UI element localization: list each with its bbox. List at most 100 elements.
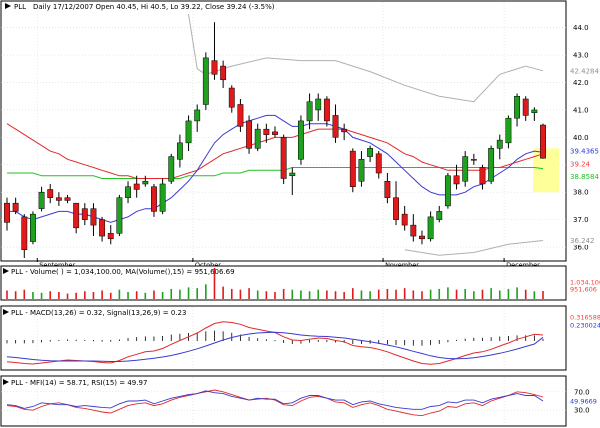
candle-body — [505, 117, 512, 144]
volume-grid — [36, 267, 505, 299]
volume-bar — [334, 291, 337, 299]
mfi-rsi-y-tick-label: 70.0 — [574, 388, 590, 396]
candle-body — [73, 202, 80, 229]
price-y-tick-labels: 36.037.038.039.040.041.042.043.044.0 — [573, 24, 589, 251]
price-y-tick-label: 43.0 — [573, 52, 589, 60]
volume-bar — [49, 291, 52, 299]
volume-bar — [326, 290, 328, 299]
candle-body — [133, 183, 140, 190]
candle-body — [540, 124, 546, 159]
candle-body — [220, 65, 227, 81]
volume-bar — [144, 292, 147, 299]
candle-body — [280, 137, 287, 179]
last-value-label-bg — [568, 172, 598, 182]
candle-body — [358, 159, 365, 182]
triangle-marker-icon — [3, 268, 9, 274]
volume-bar — [274, 292, 276, 299]
volume-bars — [6, 268, 544, 299]
mfi-rsi-panel: 70.0 30.0 49.9669 PLL - MFI(14) = 58.71, … — [0, 375, 599, 427]
mfi-rsi-label: PLL - MFI(14) = 58.71, RSI(15) = 49.97 — [11, 379, 147, 387]
price-last-value-labels: 42.4284 39.4365 39.24 38.8584 36.242 — [568, 66, 599, 245]
triangle-marker-icon — [3, 309, 9, 315]
candle-body — [55, 197, 62, 201]
candle-body — [341, 128, 348, 133]
last-value-label: 1,034,100 — [570, 279, 600, 287]
volume-bar — [118, 289, 121, 299]
volume-bar — [516, 287, 518, 299]
candle-body — [384, 180, 391, 198]
ma-mid-line — [6, 123, 544, 179]
last-value-label-bg — [568, 159, 598, 169]
price-header: PLL Daily 17/12/2007 Open 40.45, Hi 40.5… — [5, 3, 275, 11]
candle-body — [4, 202, 10, 223]
price-y-tick-label: 41.0 — [573, 106, 589, 114]
symbol-label: PLL — [14, 3, 26, 11]
volume-bar — [75, 292, 77, 299]
volume-bar — [14, 291, 17, 299]
volume-bar — [179, 289, 181, 299]
price-panel: 36.037.038.039.040.041.042.043.044.0 Sep… — [0, 0, 599, 269]
volume-bar — [507, 288, 510, 299]
month-label: October — [195, 261, 221, 269]
candle-body — [289, 172, 296, 177]
volume-bar — [92, 292, 95, 299]
candle-body — [99, 219, 106, 237]
candle-body — [332, 115, 339, 138]
volume-bar — [473, 291, 475, 299]
candle-body — [254, 128, 261, 149]
volume-bar — [205, 284, 207, 299]
candle-body — [419, 235, 425, 240]
candle-body — [514, 95, 520, 119]
mfi-rsi-lines — [6, 389, 544, 417]
candle-body — [185, 120, 192, 144]
mfi-rsi-y-tick-label: 30.0 — [574, 407, 590, 415]
candle-body — [107, 233, 114, 240]
candle-body — [436, 211, 443, 220]
volume-bar — [222, 286, 224, 299]
volume-bar — [421, 291, 423, 299]
month-label: December — [506, 261, 540, 269]
last-price-highlight — [533, 148, 559, 193]
candle-body — [323, 98, 330, 122]
last-value-label: 0.316588 — [570, 314, 600, 322]
volume-bar — [317, 289, 320, 299]
volume-bar — [32, 292, 34, 299]
volume-bar — [196, 288, 198, 299]
candle-body — [349, 150, 356, 187]
mfi-line — [6, 389, 544, 417]
candle-body — [176, 142, 183, 160]
volume-bar — [533, 291, 536, 299]
volume-bar — [248, 288, 250, 299]
candle-body — [168, 156, 175, 182]
macd-grid — [36, 307, 505, 369]
macd-signal-line — [6, 331, 544, 362]
volume-bar — [265, 291, 268, 299]
mfi-rsi-y-tick-labels: 70.0 30.0 — [574, 388, 590, 414]
candle-body — [401, 213, 408, 226]
volume-bar — [498, 290, 501, 299]
macd-lines — [6, 321, 544, 365]
volume-bar — [395, 289, 397, 299]
volume-bar — [101, 290, 103, 299]
last-value-label-bg — [568, 312, 599, 322]
candlesticks — [4, 22, 546, 258]
last-value-label: 42.4284 — [570, 67, 599, 75]
volume-bar — [230, 288, 233, 299]
candle-body — [151, 186, 157, 212]
price-y-tick-label: 40.0 — [573, 134, 589, 142]
candle-body — [237, 104, 244, 127]
volume-bar — [127, 292, 129, 299]
candle-body — [211, 60, 218, 75]
price-panel-frame — [0, 0, 567, 262]
volume-bar — [161, 292, 164, 299]
candle-body — [306, 101, 313, 122]
candle-body — [228, 87, 235, 108]
candle-body — [531, 109, 538, 113]
volume-bar — [23, 289, 26, 299]
candle-body — [375, 153, 382, 174]
candle-body — [427, 216, 434, 240]
candle-body — [246, 120, 252, 149]
